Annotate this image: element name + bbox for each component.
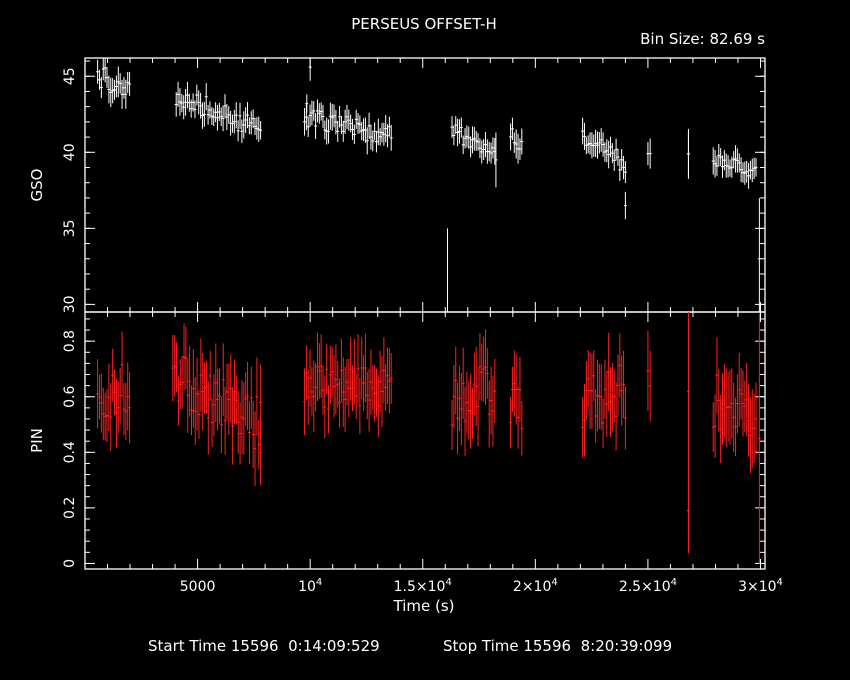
y-tick-label: 0.6 [62,386,78,408]
y-tick-label: 0.2 [62,497,78,519]
chart-title: PERSEUS OFFSET-H [351,15,497,33]
x-tick-label: 3×104 [738,577,783,595]
panel-pin: 0 0.2 0.4 0.6 0.8 PIN [28,311,766,570]
x-tick-label: 2.5×104 [619,577,677,595]
bin-size-label: Bin Size: 82.69 s [640,30,765,48]
x-tick-label: 1.5×104 [394,577,452,595]
start-time-label: Start Time 15596 0:14:09:529 [148,637,380,655]
x-axis-label: Time (s) [393,597,455,615]
y-tick-label: 40 [62,143,78,161]
y-axis-label: GSO [28,169,46,202]
panel-frame [84,311,766,570]
data-series-pin [96,312,761,564]
y-tick-label: 35 [62,219,78,237]
y-tick-label: 30 [62,295,78,313]
x-tick-label: 2×104 [513,577,558,595]
panel-gso: 30 35 40 45 GSO [28,57,766,313]
y-tick-label: 0.8 [62,330,78,352]
data-series-gso [96,58,761,312]
y-tick-label: 0 [62,559,78,568]
x-tick-label: 5000 [180,579,216,595]
y-tick-label: 0.4 [62,441,78,463]
stop-time-label: Stop Time 15596 8:20:39:099 [443,637,672,655]
y-axis-label: PIN [28,428,46,453]
y-tick-label: 45 [62,67,78,85]
x-tick-label: 104 [298,577,322,595]
